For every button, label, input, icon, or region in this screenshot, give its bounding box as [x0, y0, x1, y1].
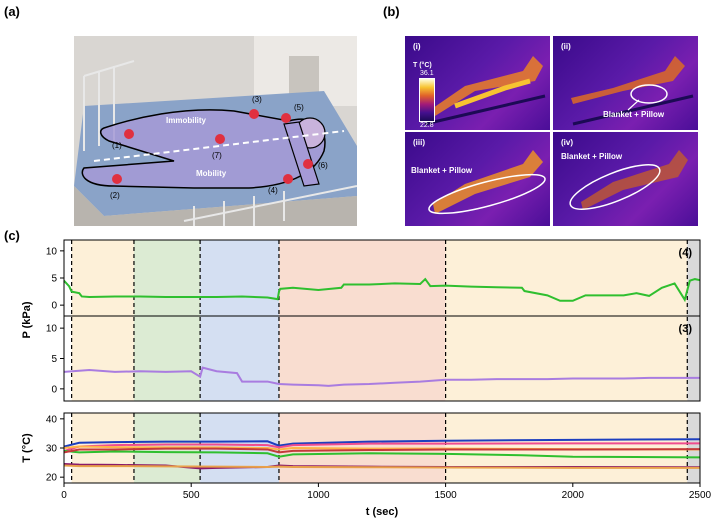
sensor-2: [112, 174, 122, 184]
phase-band: [687, 240, 700, 401]
x-tick-label: 1000: [307, 490, 330, 501]
thermal-cell-ii: (ii) Blanket + Pillow: [553, 36, 698, 130]
patient-bed-photo: Immobility Mobility (1) (2) (3) (4) (5) …: [74, 36, 357, 226]
sensor-4: [283, 174, 293, 184]
plot-frame: [63, 239, 701, 402]
y-tick-label: 10: [46, 324, 58, 335]
thermal-note-iii: Blanket + Pillow: [411, 166, 473, 175]
immobility-label: Immobility: [166, 116, 207, 125]
series-label: (3): [679, 323, 693, 335]
axes: 0 5 10 (4) 0 5 10 (3) P (kPa) 20 30 40 T (°C) 0 500 100…: [21, 239, 712, 518]
series-line: [63, 438, 701, 448]
sensor-7-label: (7): [212, 151, 222, 160]
phase-band: [64, 240, 72, 401]
sensor-4-label: (4): [268, 186, 278, 195]
division-line: [93, 130, 345, 162]
y-tick-label: 5: [51, 354, 57, 365]
colorbar-min: 22.8: [420, 122, 434, 129]
x-tick-label: 500: [183, 490, 200, 501]
y-axis-title-t: T (°C): [21, 433, 33, 463]
thermal-note-ii: Blanket + Pillow: [603, 110, 665, 119]
phase-band: [71, 240, 134, 401]
bed-frame: [74, 186, 357, 226]
sensor-3-label: (3): [252, 95, 262, 104]
time-series-chart: 0 5 10 (4) 0 5 10 (3) P (kPa) 20 30 40 T (°C) 0 500 100…: [21, 239, 712, 518]
phase-band: [133, 240, 201, 401]
thermal-cell-iv: (iv) Blanket + Pillow: [553, 132, 698, 226]
panel-a-label: (a): [4, 4, 20, 19]
sensor-7: [215, 134, 225, 144]
mobility-label: Mobility: [196, 169, 227, 178]
thermal-figure-ii: [571, 56, 694, 126]
y-tick-label: 40: [46, 414, 58, 425]
colorbar-max: 36.1: [420, 70, 434, 77]
y-tick-label: 10: [46, 246, 58, 257]
sensor-5: [281, 113, 291, 123]
x-tick-label: 2000: [562, 490, 585, 501]
sensor-2-label: (2): [110, 191, 120, 200]
phase-band: [687, 413, 700, 483]
data-series: [63, 277, 701, 470]
sensor-markers: [112, 109, 313, 184]
thermal-label-i: (i): [413, 42, 421, 51]
y-tick-label: 20: [46, 473, 58, 484]
thermal-label-ii: (ii): [561, 42, 571, 51]
sensor-5-label: (5): [294, 103, 304, 112]
sensor-6-label: (6): [318, 161, 328, 170]
thermal-cell-iii: (iii) Blanket + Pillow: [405, 132, 550, 226]
x-tick-label: 0: [61, 490, 67, 501]
phase-backgrounds: [64, 240, 700, 483]
sensor-1: [124, 129, 134, 139]
wall-panel: [289, 56, 319, 96]
phase-band: [200, 240, 279, 401]
x-axis-title: t (sec): [366, 506, 399, 518]
thermal-figure-iv: [569, 150, 688, 210]
x-tick-label: 2500: [689, 490, 712, 501]
y-tick-label: 0: [51, 384, 57, 395]
sensor-3: [249, 109, 259, 119]
thermal-image-grid: (i) T (°C) 36.1 22.8 (ii) Blanket + Pill…: [405, 36, 698, 226]
colorbar: T (°C) 36.1 22.8: [413, 62, 435, 130]
series-line: [63, 464, 700, 469]
series-line: [63, 442, 700, 452]
thermal-figure-i: [424, 56, 546, 126]
y-tick-label: 5: [51, 274, 57, 285]
panel-b-label: (b): [383, 4, 400, 19]
y-tick-label: 0: [51, 301, 57, 312]
thermal-note-iv: Blanket + Pillow: [561, 152, 623, 161]
series-line: [63, 447, 701, 454]
y-tick-label: 30: [46, 444, 58, 455]
series-line: [63, 366, 700, 387]
sensor-6: [303, 159, 313, 169]
series-line: [63, 449, 701, 459]
y-axis-title-p: P (kPa): [21, 301, 33, 338]
phase-band: [445, 240, 688, 401]
thermal-label-iii: (iii): [413, 138, 425, 147]
thermal-cell-i: (i) T (°C) 36.1 22.8: [405, 36, 550, 130]
panel-c-label: (c): [4, 228, 20, 243]
phase-band: [278, 240, 446, 401]
thermal-figure-iii: [428, 150, 546, 215]
series-line: [63, 277, 701, 303]
sensor-1-label: (1): [112, 141, 122, 150]
colorbar-gradient: [419, 78, 435, 122]
thermal-label-iv: (iv): [561, 138, 573, 147]
bed-rail: [83, 60, 357, 226]
colorbar-title: T (°C): [413, 62, 432, 69]
series-label: (4): [679, 247, 693, 259]
x-tick-label: 1500: [434, 490, 457, 501]
